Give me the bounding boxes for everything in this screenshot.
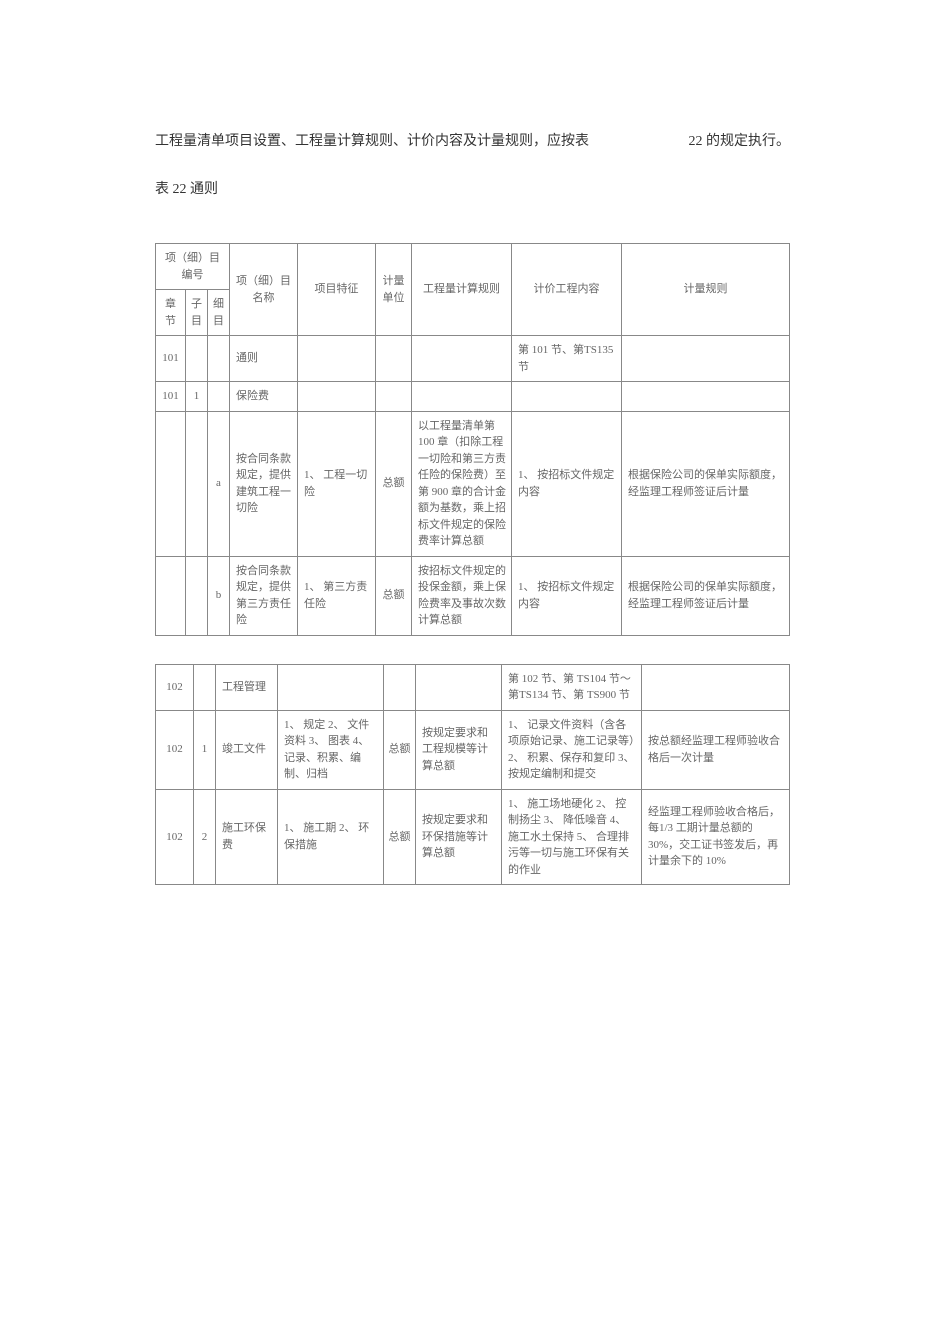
- table-row: b 按合同条款规定，提供第三方责任险 1、 第三方责任险 总额 按招标文件规定的…: [156, 556, 790, 635]
- cell-name: 施工环保费: [216, 789, 278, 885]
- cell-unit: 总额: [384, 710, 416, 789]
- cell-qty-rule: 按规定要求和工程规模等计算总额: [416, 710, 502, 789]
- header-code-group: 项（细）目编号: [156, 244, 230, 290]
- table-row: 102 工程管理 第 102 节、第 TS104 节～第TS134 节、第 TS…: [156, 664, 790, 710]
- cell-chapter: 102: [156, 710, 194, 789]
- cell-unit: [376, 382, 412, 412]
- cell-name: 通则: [230, 336, 298, 382]
- header-unit: 计量单位: [376, 244, 412, 336]
- cell-measure-rule: [642, 664, 790, 710]
- cell-measure-rule: [622, 382, 790, 412]
- cell-unit: 总额: [376, 556, 412, 635]
- table-2: 102 工程管理 第 102 节、第 TS104 节～第TS134 节、第 TS…: [155, 664, 790, 886]
- cell-feature: 1、 施工期 2、 环保措施: [278, 789, 384, 885]
- cell-chapter: 101: [156, 336, 186, 382]
- table-row: 101 1 保险费: [156, 382, 790, 412]
- cell-chapter: 102: [156, 789, 194, 885]
- cell-unit: [384, 664, 416, 710]
- header-qty-rule: 工程量计算规则: [412, 244, 512, 336]
- cell-chapter: [156, 556, 186, 635]
- intro-right: 22 的规定执行。: [689, 130, 791, 150]
- cell-feature: 1、 工程一切险: [298, 411, 376, 556]
- cell-chapter: 101: [156, 382, 186, 412]
- cell-qty-rule: [412, 382, 512, 412]
- cell-unit: [376, 336, 412, 382]
- header-chapter: 章节: [156, 290, 186, 336]
- cell-unit: 总额: [376, 411, 412, 556]
- cell-detail: b: [208, 556, 230, 635]
- cell-detail: [208, 382, 230, 412]
- cell-qty-rule: [412, 336, 512, 382]
- cell-detail: [208, 336, 230, 382]
- cell-feature: 1、 第三方责任险: [298, 556, 376, 635]
- intro-left: 工程量清单项目设置、工程量计算规则、计价内容及计量规则，应按表: [155, 130, 589, 150]
- cell-price-content: 第 102 节、第 TS104 节～第TS134 节、第 TS900 节: [502, 664, 642, 710]
- cell-sub: [186, 411, 208, 556]
- cell-price-content: 第 101 节、第TS135 节: [512, 336, 622, 382]
- cell-qty-rule: [416, 664, 502, 710]
- cell-measure-rule: 按总额经监理工程师验收合格后一次计量: [642, 710, 790, 789]
- cell-sub: 1: [194, 710, 216, 789]
- cell-name: 按合同条款规定，提供建筑工程一切险: [230, 411, 298, 556]
- cell-feature: [298, 382, 376, 412]
- cell-measure-rule: 经监理工程师验收合格后，每1/3 工期计量总额的 30%，交工证书签发后，再计量…: [642, 789, 790, 885]
- header-sub: 子目: [186, 290, 208, 336]
- table-header-row: 项（细）目编号 项（细）目名称 项目特征 计量单位 工程量计算规则 计价工程内容…: [156, 244, 790, 290]
- cell-qty-rule: 按规定要求和环保措施等计算总额: [416, 789, 502, 885]
- cell-name: 竣工文件: [216, 710, 278, 789]
- cell-feature: [298, 336, 376, 382]
- cell-feature: [278, 664, 384, 710]
- cell-measure-rule: 根据保险公司的保单实际额度，经监理工程师签证后计量: [622, 556, 790, 635]
- table-row: 102 1 竣工文件 1、 规定 2、 文件资料 3、 图表 4、 记录、积累、…: [156, 710, 790, 789]
- header-detail: 细目: [208, 290, 230, 336]
- table-row: 102 2 施工环保费 1、 施工期 2、 环保措施 总额 按规定要求和环保措施…: [156, 789, 790, 885]
- cell-name: 工程管理: [216, 664, 278, 710]
- header-name: 项（细）目名称: [230, 244, 298, 336]
- header-feature: 项目特征: [298, 244, 376, 336]
- cell-sub: [194, 664, 216, 710]
- cell-sub: 1: [186, 382, 208, 412]
- cell-feature: 1、 规定 2、 文件资料 3、 图表 4、 记录、积累、编制、归档: [278, 710, 384, 789]
- cell-price-content: 1、 记录文件资料（含各项原始记录、施工记录等）2、 积累、保存和复印 3、按规…: [502, 710, 642, 789]
- cell-price-content: 1、 按招标文件规定内容: [512, 411, 622, 556]
- cell-detail: a: [208, 411, 230, 556]
- cell-sub: [186, 556, 208, 635]
- cell-qty-rule: 以工程量清单第 100 章（扣除工程一切险和第三方责任险的保险费）至第 900 …: [412, 411, 512, 556]
- cell-measure-rule: 根据保险公司的保单实际额度，经监理工程师签证后计量: [622, 411, 790, 556]
- table-1: 项（细）目编号 项（细）目名称 项目特征 计量单位 工程量计算规则 计价工程内容…: [155, 243, 790, 636]
- table-row: 101 通则 第 101 节、第TS135 节: [156, 336, 790, 382]
- cell-chapter: [156, 411, 186, 556]
- cell-measure-rule: [622, 336, 790, 382]
- cell-price-content: [512, 382, 622, 412]
- cell-qty-rule: 按招标文件规定的投保金额，乘上保险费率及事故次数计算总额: [412, 556, 512, 635]
- table-row: a 按合同条款规定，提供建筑工程一切险 1、 工程一切险 总额 以工程量清单第 …: [156, 411, 790, 556]
- intro-paragraph: 工程量清单项目设置、工程量计算规则、计价内容及计量规则，应按表 22 的规定执行…: [155, 130, 790, 150]
- cell-name: 按合同条款规定，提供第三方责任险: [230, 556, 298, 635]
- cell-price-content: 1、 按招标文件规定内容: [512, 556, 622, 635]
- header-measure-rule: 计量规则: [622, 244, 790, 336]
- cell-chapter: 102: [156, 664, 194, 710]
- cell-unit: 总额: [384, 789, 416, 885]
- header-price-content: 计价工程内容: [512, 244, 622, 336]
- cell-price-content: 1、 施工场地硬化 2、 控制扬尘 3、 降低噪音 4、 施工水土保持 5、 合…: [502, 789, 642, 885]
- cell-name: 保险费: [230, 382, 298, 412]
- cell-sub: 2: [194, 789, 216, 885]
- cell-sub: [186, 336, 208, 382]
- table-title: 表 22 通则: [155, 178, 790, 198]
